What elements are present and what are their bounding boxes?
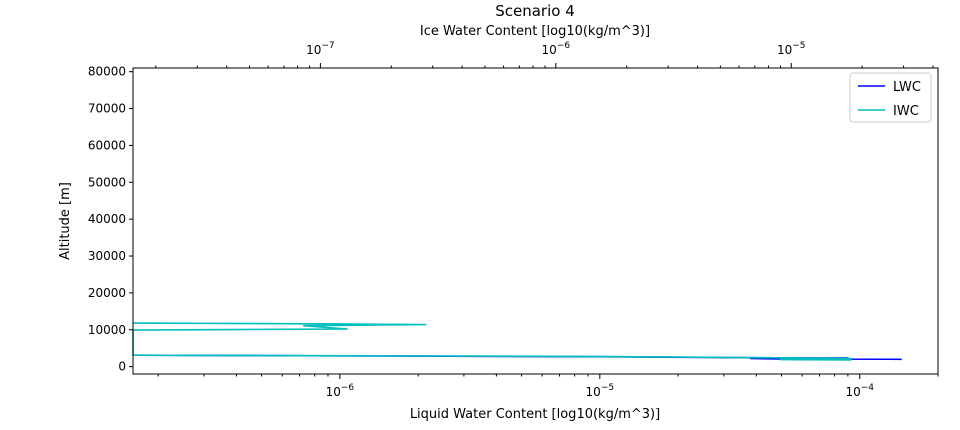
legend: LWC IWC [849, 72, 932, 123]
x2-tick-label: 10−7 [306, 41, 335, 57]
legend-label-lwc: LWC [893, 80, 921, 95]
x-tick-label: 10−6 [326, 383, 355, 399]
x2-axis-label: Ice Water Content [log10(kg/m^3)] [420, 24, 650, 39]
y-tick-label: 60000 [88, 138, 126, 152]
plot-frame [132, 67, 939, 375]
y-tick-label: 50000 [88, 175, 126, 189]
chart-title: Scenario 4 [495, 2, 575, 20]
series-layer [132, 322, 902, 361]
y-tick-label: 20000 [88, 286, 126, 300]
ticks-layer: 0 10000 20000 30000 40000 50000 60000 70000 8000… [88, 41, 939, 399]
y-tick-label: 80000 [88, 65, 126, 79]
series-line-iwc [132, 322, 853, 361]
y-tick-label: 40000 [88, 212, 126, 226]
x-axis-label: Liquid Water Content [log10(kg/m^3)] [410, 407, 660, 422]
y-tick-label: 70000 [88, 102, 126, 116]
x-tick-label: 10−5 [586, 383, 615, 399]
legend-label-iwc: IWC [893, 104, 919, 119]
y-axis-label: Altitude [m] [58, 182, 73, 260]
x2-tick-label: 10−5 [777, 41, 806, 57]
y-tick-label: 30000 [88, 249, 126, 263]
y-tick-label: 0 [118, 360, 126, 374]
y-tick-label: 10000 [88, 323, 126, 337]
x-tick-label: 10−4 [845, 383, 874, 399]
x2-tick-label: 10−6 [542, 41, 571, 57]
